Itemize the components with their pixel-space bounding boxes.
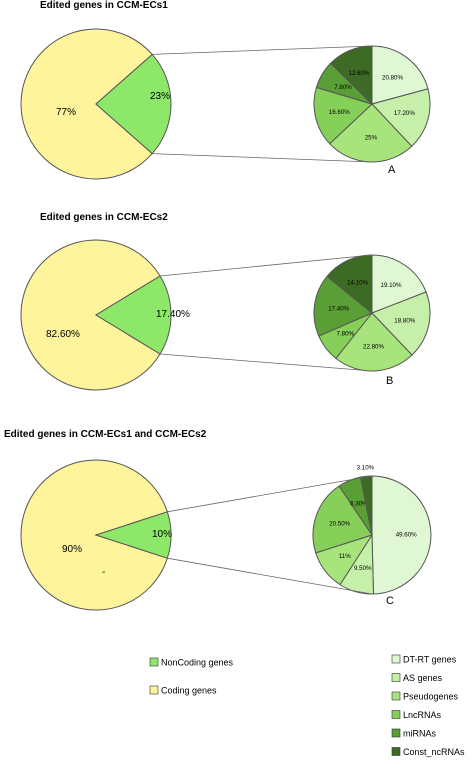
legend-swatch [391,673,401,682]
panel-c-title: Edited genes in CCM-ECs1 and CCM-ECs2 [4,429,207,440]
legend-label: NonCoding genes [161,658,234,668]
main-slice-coding [20,459,168,611]
sub-slice-dt-rt-genes [371,45,429,105]
legend-label: Coding genes [161,686,217,696]
sub-slice-lncrnas [312,485,373,554]
sub-slice-pseudogenes [335,312,413,372]
panel-a: Edited genes in CCM-ECs1 77% 23% 20.80% 17… [20,0,431,180]
sub-slice-label: 7.80% [337,331,355,338]
panel-c-extra-text: - [102,567,105,578]
sub-slice-as-genes [371,88,431,147]
sub-slice-label: 17.40% [328,305,349,312]
legend-label: DT-RT genes [403,655,457,665]
sub-slice-dt-rt-genes [371,475,432,595]
sub-slice-label: 9.50% [354,565,372,572]
connector-line-bottom [160,353,373,372]
panel-a-sub-pie: 20.80% 17.20% 25% 16.60% 7.80% 12.60% [313,45,431,163]
panel-c-connectors [167,475,373,595]
panel-c-sub-pie: 49.60% 9.50%11% 20.50% 6.30% 3.10% [312,464,432,595]
panel-b-connectors [160,254,373,372]
main-slice-label: 17.40% [156,309,190,320]
legend-label: AS genes [403,673,443,683]
panel-b-sub-pie: 19.10% 18.80% 22.80% 7.80% 17.40% 14.10% [313,254,431,372]
connector-line-top [160,254,373,277]
sub-slice-label: 20.50% [329,521,350,528]
connector-line-bottom [152,153,373,163]
panel-a-title: Edited genes in CCM-ECs1 [40,0,168,11]
legend-swatch [149,685,159,695]
sub-slice-label: 20.80% [382,74,403,81]
panel-c-main-pie: 90% 10% [20,459,172,611]
legend-sub: DT-RT genes AS genes Pseudogenes LncRNAs miR… [391,654,465,757]
main-slice-coding [20,28,153,180]
main-slice-label: 82.60% [46,329,80,340]
main-slice-label: 23% [150,91,170,102]
panel-b: Edited genes in CCM-ECs2 82.60% 17.40% 19… [20,212,431,391]
legend-swatch [391,747,401,756]
sub-slice-label: 16.60% [329,109,350,116]
legend-main: NonCoding genes Coding genes [149,657,234,696]
legend-swatch [149,657,159,667]
sub-slice-label: 19.10% [381,282,402,289]
sub-slice-label: 7.80% [334,84,352,91]
sub-slice-label: 12.60% [349,70,370,77]
legend-label: miRNAs [403,729,436,739]
legend-swatch [391,654,401,664]
legend-label: LncRNAs [403,710,442,720]
main-slice-noncoding [95,275,172,355]
sub-slice-as-genes [371,291,431,356]
sub-slice-label: 18.80% [394,317,415,324]
sub-slice-mirnas [313,275,373,337]
sub-slice-label: 6.30% [350,500,368,507]
connector-line-bottom [167,557,373,595]
panel-a-letter: A [388,164,396,176]
legend-swatch [391,710,401,719]
sub-slice-lncrnas [313,86,373,145]
sub-slice-label: 14.10% [347,280,368,287]
sub-slice-dt-rt-genes [371,254,427,314]
panel-a-main-pie: 77% 23% [20,28,172,180]
connector-line-top [152,45,373,55]
panel-b-title: Edited genes in CCM-ECs2 [40,212,168,223]
sub-slice-label: 3.10% [357,464,375,471]
sub-slice-label: 25% [365,135,378,142]
main-slice-coding [20,239,161,391]
legend-swatch [391,691,401,701]
main-slice-noncoding [95,53,172,155]
panel-c-letter: C [386,595,394,607]
legend-swatch [391,728,401,738]
panel-b-main-pie: 82.60% 17.40% [20,239,190,391]
main-slice-label: 77% [56,107,76,118]
panel-a-connectors [152,45,373,163]
sub-slice-label: 17.20% [394,110,415,117]
sub-slice-label: 49.60% [396,532,417,539]
connector-line-top [167,475,373,513]
legend-label: Pseudogenes [403,692,459,702]
main-slice-label: 90% [62,544,82,555]
panel-c: Edited genes in CCM-ECs1 and CCM-ECs2 90… [4,429,432,611]
sub-slice-label: 22.80% [363,344,384,351]
panel-b-letter: B [386,375,393,387]
legend-label: Const_ncRNAs [403,747,465,757]
sub-slice-label: 11% [339,553,351,560]
main-slice-label: 10% [152,529,172,540]
